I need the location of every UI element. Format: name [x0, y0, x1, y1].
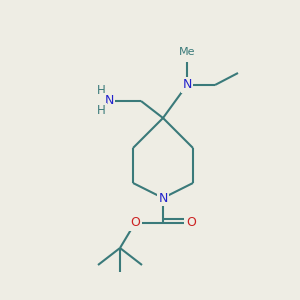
- Text: H: H: [97, 85, 105, 98]
- Text: O: O: [130, 217, 140, 230]
- Text: O: O: [186, 217, 196, 230]
- Text: Me: Me: [179, 47, 195, 57]
- Text: N: N: [182, 79, 192, 92]
- Text: H: H: [97, 104, 105, 118]
- Text: N: N: [158, 191, 168, 205]
- Text: N: N: [104, 94, 114, 107]
